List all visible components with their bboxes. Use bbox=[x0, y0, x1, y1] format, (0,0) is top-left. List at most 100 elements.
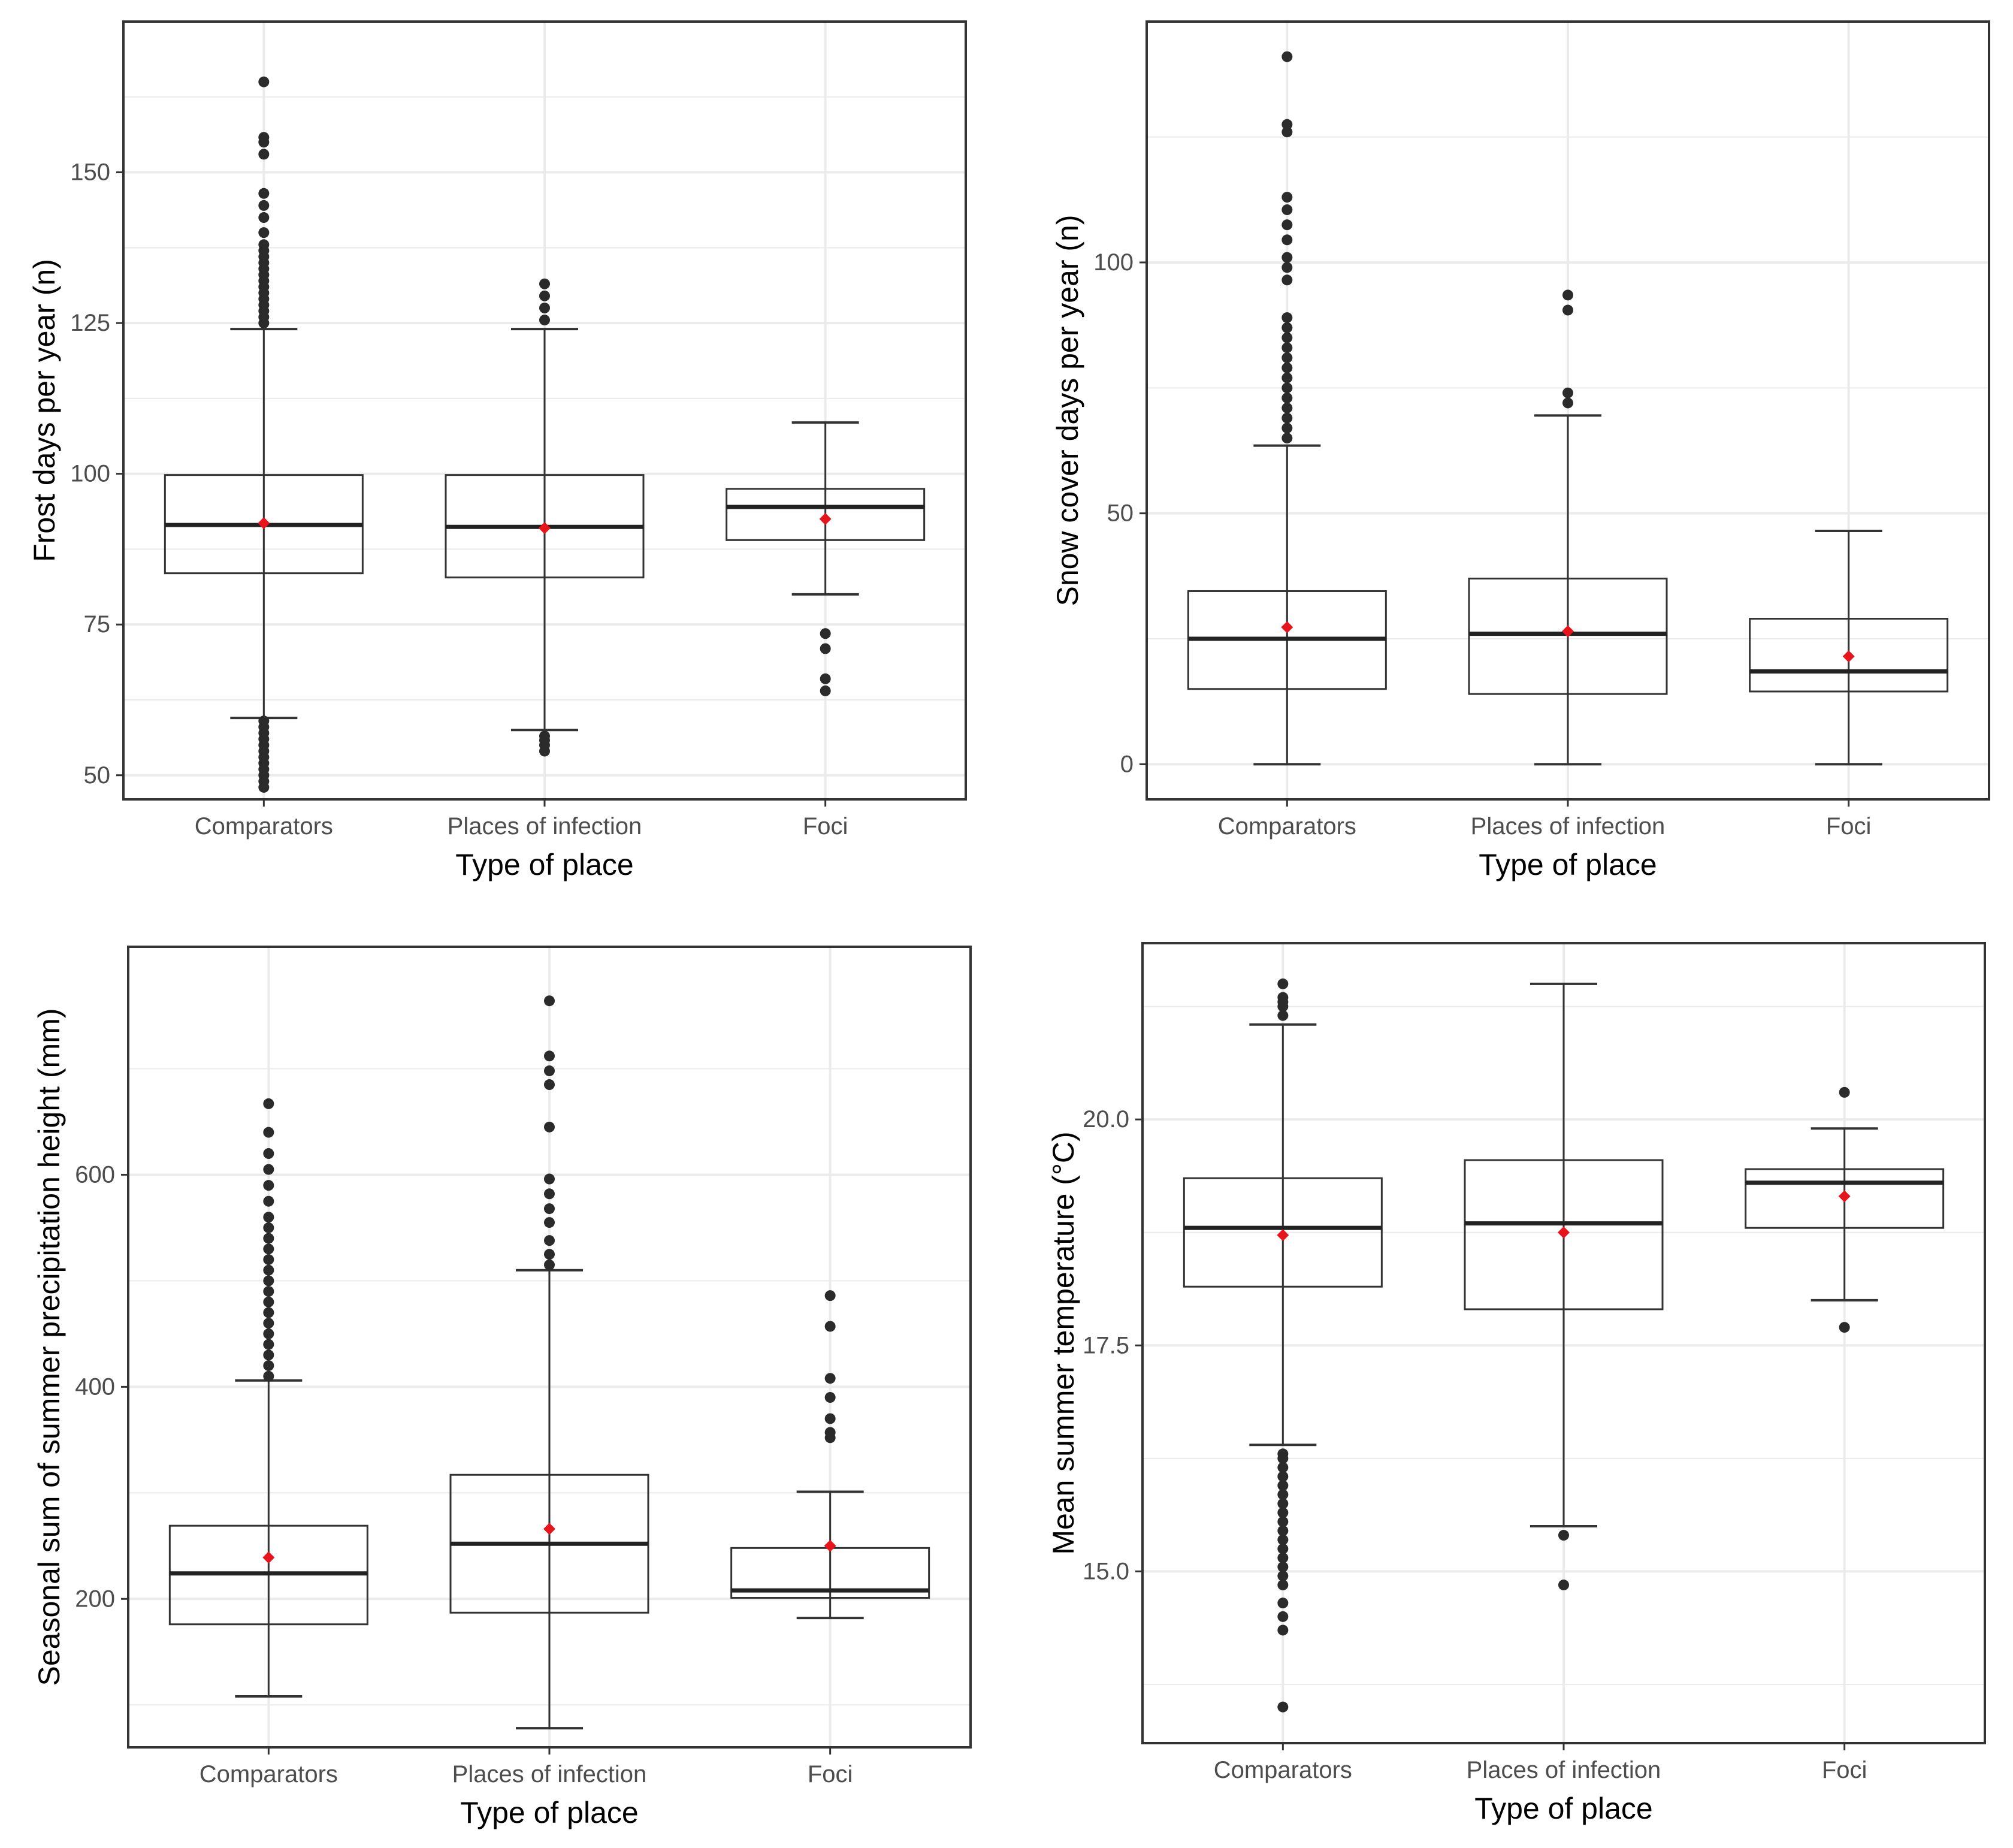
outlier-point bbox=[258, 715, 270, 727]
y-tick-label: 100 bbox=[1093, 249, 1134, 276]
x-tick-label: Places of infection bbox=[448, 813, 642, 840]
outlier-point bbox=[820, 685, 831, 696]
iqr-box bbox=[1468, 578, 1668, 695]
outlier-point bbox=[1281, 262, 1293, 273]
outlier-point bbox=[258, 239, 270, 250]
outlier-point bbox=[1277, 1543, 1289, 1554]
outlier-point bbox=[1277, 1462, 1289, 1473]
box-3 bbox=[730, 1290, 930, 1620]
outlier-point bbox=[1281, 392, 1293, 404]
outlier-point bbox=[258, 227, 270, 238]
iqr-box bbox=[1749, 618, 1949, 693]
outlier-point bbox=[1281, 312, 1293, 324]
outlier-point bbox=[263, 1222, 274, 1233]
mean-marker bbox=[819, 513, 832, 526]
outlier-point bbox=[1281, 322, 1293, 333]
mean-marker bbox=[1562, 625, 1574, 638]
outlier-point bbox=[1839, 1086, 1850, 1098]
x-axis-title: Type of place bbox=[460, 1796, 638, 1829]
y-tick-label: 75 bbox=[84, 611, 111, 638]
box-2 bbox=[449, 995, 649, 1730]
outlier-point bbox=[1277, 1489, 1289, 1500]
y-axis-title: Mean summer temperature (°C) bbox=[1047, 1131, 1080, 1554]
outlier-point bbox=[1277, 1561, 1289, 1572]
y-tick-label: 600 bbox=[75, 1161, 115, 1188]
outlier-point bbox=[263, 1296, 274, 1308]
mean-marker bbox=[1838, 1190, 1851, 1203]
y-tick-label: 15.0 bbox=[1083, 1558, 1129, 1584]
outlier-point bbox=[1277, 1534, 1289, 1545]
outlier-point bbox=[824, 1413, 836, 1424]
outlier-point bbox=[263, 1275, 274, 1287]
mean-marker bbox=[1281, 621, 1293, 633]
outlier-point bbox=[263, 1339, 274, 1350]
x-tick-label: Places of infection bbox=[452, 1761, 647, 1787]
outlier-point bbox=[1281, 234, 1293, 246]
outlier-point bbox=[1281, 362, 1293, 373]
x-tick-label: Places of infection bbox=[1471, 813, 1666, 840]
x-tick-label: Foci bbox=[1826, 813, 1872, 840]
outlier-point bbox=[544, 1259, 555, 1270]
y-axis-title: Snow cover days per year (n) bbox=[1051, 215, 1084, 606]
x-tick-label: Comparators bbox=[1218, 813, 1356, 840]
outlier-point bbox=[258, 188, 270, 199]
outlier-point bbox=[1562, 289, 1573, 301]
outlier-point bbox=[820, 643, 831, 654]
outlier-point bbox=[263, 1286, 274, 1297]
outlier-point bbox=[824, 1290, 836, 1302]
outlier-point bbox=[1281, 422, 1293, 434]
iqr-box bbox=[1464, 1159, 1664, 1310]
outlier-point bbox=[263, 1148, 274, 1159]
box-1 bbox=[1183, 978, 1383, 1713]
outlier-point bbox=[544, 1173, 555, 1185]
box-3 bbox=[1749, 529, 1949, 766]
chart-panel-1: 50 75 100 125 150 Comparators Places of infect… bbox=[28, 20, 967, 881]
iqr-box bbox=[1745, 1168, 1945, 1229]
outlier-point bbox=[1277, 1701, 1289, 1713]
outlier-point bbox=[1281, 332, 1293, 343]
outlier-point bbox=[1281, 433, 1293, 444]
outlier-point bbox=[539, 302, 550, 313]
outlier-point bbox=[544, 1079, 555, 1091]
outlier-point bbox=[544, 1217, 555, 1228]
x-axis-title: Type of place bbox=[1474, 1792, 1652, 1825]
mean-marker bbox=[539, 522, 551, 535]
mean-marker bbox=[262, 1551, 275, 1564]
outlier-point bbox=[539, 290, 550, 301]
outlier-point bbox=[824, 1321, 836, 1332]
outlier-point bbox=[1277, 1471, 1289, 1482]
box-3 bbox=[1745, 1086, 1945, 1333]
mean-marker bbox=[1558, 1226, 1570, 1239]
outlier-point bbox=[1281, 219, 1293, 231]
x-tick-label: Comparators bbox=[195, 813, 333, 840]
y-tick-label: 150 bbox=[70, 159, 110, 186]
mean-marker bbox=[1842, 650, 1855, 663]
outlier-point bbox=[263, 1264, 274, 1276]
outlier-point bbox=[1281, 126, 1293, 138]
outlier-point bbox=[1839, 1322, 1850, 1333]
outlier-point bbox=[539, 315, 550, 326]
chart-panel-2: 0 50 100 Comparators Places of infection Foci… bbox=[1051, 20, 1990, 881]
outlier-point bbox=[1558, 1530, 1569, 1541]
outlier-point bbox=[263, 1127, 274, 1138]
box-2 bbox=[445, 278, 645, 757]
outlier-point bbox=[544, 1121, 555, 1133]
y-tick-label: 50 bbox=[84, 762, 111, 789]
y-axis-title: Frost days per year (n) bbox=[28, 259, 61, 562]
outlier-point bbox=[258, 76, 270, 87]
chart-panel-4: 15.0 17.5 20.0 Comparators Places of infecti… bbox=[1047, 942, 1986, 1825]
box-2 bbox=[1464, 982, 1664, 1591]
outlier-point bbox=[263, 1243, 274, 1255]
outlier-point bbox=[1277, 1624, 1289, 1636]
outlier-point bbox=[1277, 1580, 1289, 1591]
outlier-point bbox=[263, 1360, 274, 1371]
outlier-point bbox=[1277, 978, 1289, 989]
x-tick-label: Places of infection bbox=[1467, 1757, 1661, 1783]
outlier-point bbox=[263, 1180, 274, 1191]
outlier-point bbox=[263, 1233, 274, 1244]
outlier-point bbox=[1277, 1480, 1289, 1491]
x-tick-label: Comparators bbox=[200, 1761, 338, 1787]
outlier-point bbox=[263, 1164, 274, 1175]
outlier-point bbox=[1281, 382, 1293, 394]
